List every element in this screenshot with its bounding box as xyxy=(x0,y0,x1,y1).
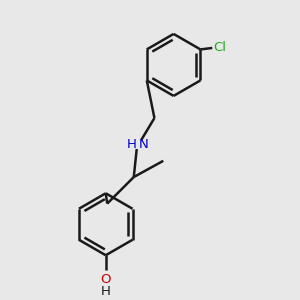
Text: H: H xyxy=(101,285,111,298)
Text: Cl: Cl xyxy=(214,41,227,55)
Text: O: O xyxy=(100,273,111,286)
Text: H: H xyxy=(127,138,137,151)
Text: N: N xyxy=(139,138,149,151)
